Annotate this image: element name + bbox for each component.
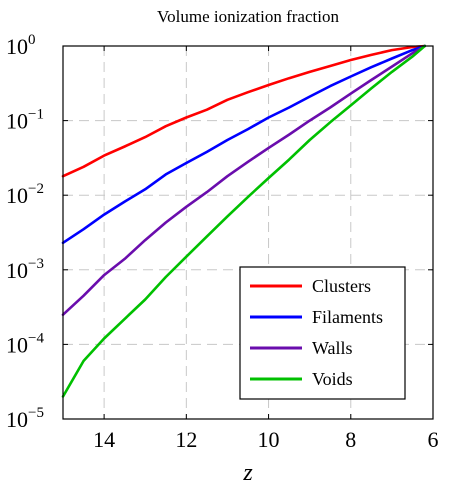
y-tick-label: 10−3 xyxy=(6,256,44,283)
plot-frame xyxy=(62,45,434,420)
y-tick-label: 10−1 xyxy=(6,107,44,134)
x-tick-label: 8 xyxy=(345,427,356,452)
legend-box xyxy=(239,266,406,400)
legend-label-walls: Walls xyxy=(312,338,353,358)
series-line-walls xyxy=(61,44,427,317)
y-tick-label: 10−5 xyxy=(6,405,44,432)
legend-label-voids: Voids xyxy=(312,369,353,389)
x-tick-label: 10 xyxy=(258,427,280,452)
legend-label-filaments: Filaments xyxy=(312,307,383,327)
legend-label-clusters: Clusters xyxy=(312,276,371,296)
series-line-clusters xyxy=(61,44,427,178)
x-tick-label: 6 xyxy=(428,427,439,452)
y-tick-label: 100 xyxy=(6,32,36,59)
y-tick-label: 10−2 xyxy=(6,181,44,208)
chart-title: Volume ionization fraction xyxy=(157,7,339,26)
legend: Clusters Filaments Walls Voids xyxy=(239,266,406,400)
x-tick-label: 14 xyxy=(93,427,115,452)
x-axis-label: z xyxy=(242,460,253,486)
series-lines xyxy=(61,44,427,398)
series-line-voids xyxy=(61,44,427,398)
x-tick-label: 12 xyxy=(175,427,197,452)
series-line-filaments xyxy=(61,44,427,245)
y-tick-label: 10−4 xyxy=(6,330,44,357)
